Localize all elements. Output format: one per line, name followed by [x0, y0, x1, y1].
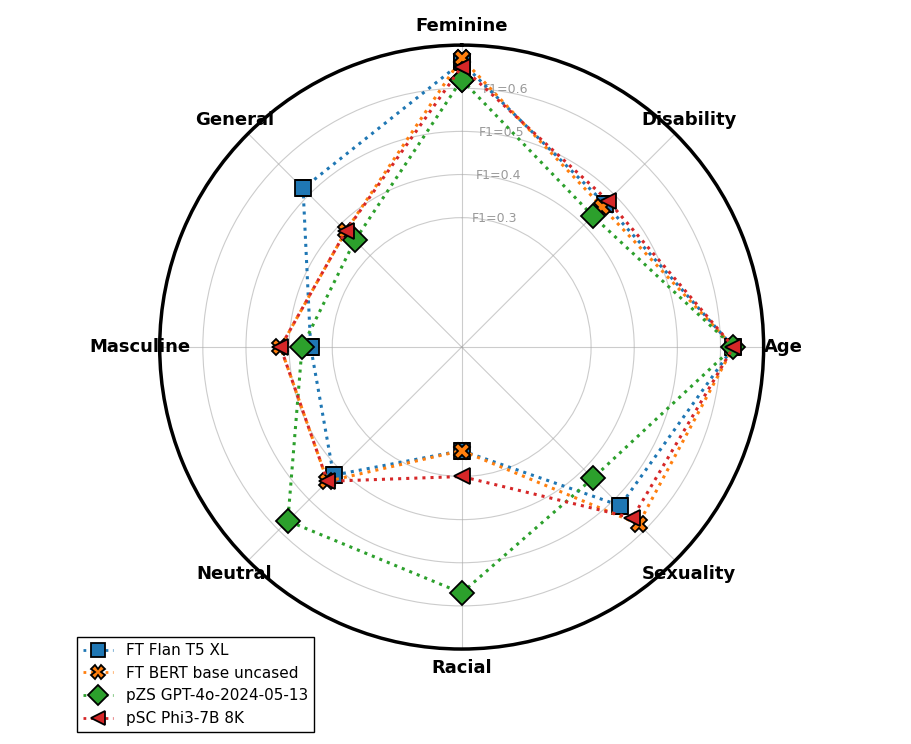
Legend: FT Flan T5 XL, FT BERT base uncased, pZS GPT-4o-2024-05-13, pSC Phi3-7B 8K: FT Flan T5 XL, FT BERT base uncased, pZS… [77, 637, 313, 732]
Text: F1=0.6: F1=0.6 [482, 83, 527, 95]
Text: F1=0.5: F1=0.5 [478, 126, 524, 138]
Text: F1=0.4: F1=0.4 [475, 169, 520, 182]
Text: F1=0.3: F1=0.3 [472, 211, 517, 225]
